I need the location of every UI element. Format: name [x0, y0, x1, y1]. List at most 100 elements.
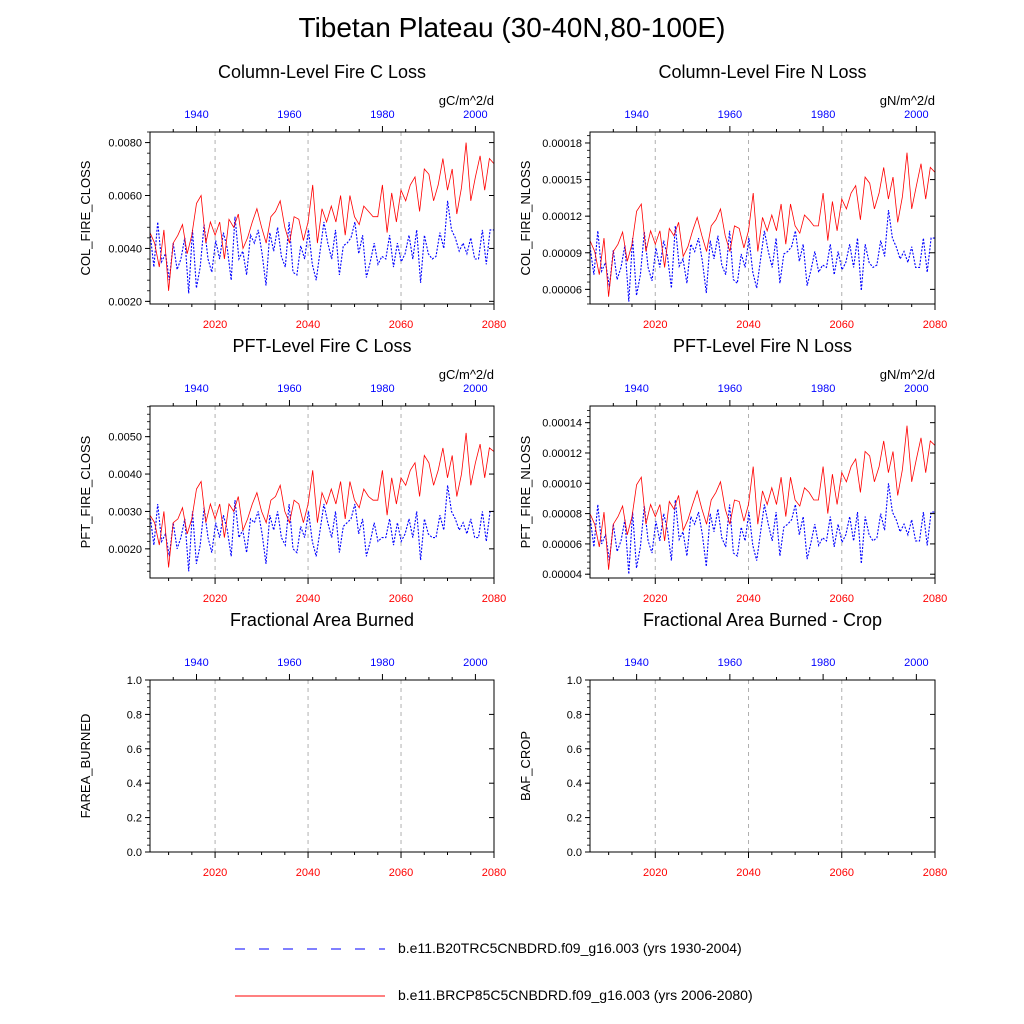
panel-6-xtick-label-bottom: 2060: [830, 867, 854, 879]
panel-3-xtick-label-bottom: 2060: [389, 593, 413, 605]
panel-6-xtick-label-top: 2000: [904, 657, 928, 669]
panel-1-xtick-label-bottom: 2060: [389, 319, 413, 331]
panel-6-ylabel: BAF_CROP: [518, 731, 533, 801]
panel-4-xtick-label-top: 1940: [624, 383, 648, 395]
figure-title: Tibetan Plateau (30-40N,80-100E): [298, 12, 726, 43]
panel-4-ytick-label: 0.00004: [542, 569, 582, 581]
panel-2-series-historical: [589, 210, 935, 302]
panel-4-ytick-label: 0.00006: [542, 539, 582, 551]
panel-2-xtick-label-top: 1980: [811, 109, 835, 121]
panel-1-ytick-label: 0.0020: [108, 296, 142, 308]
panel-4-xtick-label-top: 1980: [811, 383, 835, 395]
panel-4-ylabel: PFT_FIRE_NLOSS: [518, 435, 533, 548]
panel-5-ytick-label: 0.2: [127, 813, 142, 825]
legend-label-future: b.e11.BRCP85C5CNBDRD.f09_g16.003 (yrs 20…: [398, 987, 753, 1003]
panel-2-ytick-label: 0.00015: [542, 175, 582, 187]
panel-1-series-historical: [149, 200, 494, 294]
panel-4-units: gN/m^2/d: [880, 367, 935, 382]
panel-3-xtick-label-top: 1940: [184, 383, 208, 395]
panel-2-xtick-label-bottom: 2020: [643, 319, 667, 331]
panel-4-xtick-label-bottom: 2060: [830, 593, 854, 605]
panel-2-xtick-label-bottom: 2060: [830, 319, 854, 331]
panel-3-ytick-label: 0.0040: [108, 469, 142, 481]
panel-2-xtick-label-bottom: 2040: [736, 319, 760, 331]
panel-4-xtick-label-bottom: 2020: [643, 593, 667, 605]
panel-2-frame: [589, 131, 936, 305]
panel-5-xtick-label-bottom: 2020: [203, 867, 227, 879]
panel-3-xtick-label-top: 1980: [370, 383, 394, 395]
panel-6-ytick-label: 0.0: [567, 847, 582, 859]
panel-3-ytick-label: 0.0050: [108, 432, 142, 444]
panel-4-ytick-label: 0.00010: [542, 478, 582, 490]
panel-1-frame: [149, 131, 495, 305]
panel-3-series-future: [149, 432, 495, 568]
panel-6-xtick-label-bottom: 2080: [923, 867, 947, 879]
panel-3-xtick-label-bottom: 2040: [296, 593, 320, 605]
panel-1-xtick-label-bottom: 2020: [203, 319, 227, 331]
panel-6-xtick-label-top: 1980: [811, 657, 835, 669]
panel-4-ytick-label: 0.00008: [542, 509, 582, 521]
panel-3-units: gC/m^2/d: [439, 367, 494, 382]
panel-2-xtick-label-top: 1940: [624, 109, 648, 121]
panel-3-ytick-label: 0.0030: [108, 506, 142, 518]
panel-5-xtick-label-bottom: 2080: [482, 867, 506, 879]
panel-6-ytick-label: 0.8: [567, 709, 582, 721]
panel-3-xtick-label-top: 1960: [277, 383, 301, 395]
panel-5-ytick-label: 1.0: [127, 675, 142, 687]
panel-1-xtick-label-bottom: 2040: [296, 319, 320, 331]
panel-6-ytick-label: 0.4: [567, 778, 582, 790]
panel-5-xtick-label-top: 1980: [370, 657, 394, 669]
panel-1-xtick-label-bottom: 2080: [482, 319, 506, 331]
panel-4-ytick-label: 0.00014: [542, 418, 582, 430]
panel-5-ytick-label: 0.6: [127, 744, 142, 756]
panel-3-xtick-label-bottom: 2020: [203, 593, 227, 605]
panel-4-xtick-label-bottom: 2040: [736, 593, 760, 605]
panel-3-ytick-label: 0.0020: [108, 544, 142, 556]
panel-4-xtick-label-bottom: 2080: [923, 593, 947, 605]
panel-2-series-future: [589, 152, 936, 297]
panel-2-ylabel: COL_FIRE_NLOSS: [518, 160, 533, 275]
panel-2-ytick-label: 0.00018: [542, 138, 582, 150]
panel-2-xtick-label-top: 2000: [904, 109, 928, 121]
panel-1-xtick-label-top: 1980: [370, 109, 394, 121]
panel-4-title: PFT-Level Fire N Loss: [673, 336, 852, 356]
panel-6-frame: [589, 679, 936, 853]
panel-6-ytick-label: 0.2: [567, 813, 582, 825]
panel-1-xtick-label-top: 2000: [463, 109, 487, 121]
panel-5-xtick-label-bottom: 2060: [389, 867, 413, 879]
panel-6-xtick-label-top: 1960: [718, 657, 742, 669]
panel-1-series-future: [149, 142, 495, 291]
panel-1-units: gC/m^2/d: [439, 93, 494, 108]
panel-5-ytick-label: 0.0: [127, 847, 142, 859]
panel-1-ytick-label: 0.0080: [108, 138, 142, 150]
panel-6-xtick-label-top: 1940: [624, 657, 648, 669]
panel-5-ytick-label: 0.8: [127, 709, 142, 721]
panel-5-ylabel: FAREA_BURNED: [78, 714, 93, 819]
panel-4-series-historical: [589, 483, 935, 575]
panel-2-title: Column-Level Fire N Loss: [658, 62, 866, 82]
panel-4-frame: [589, 405, 936, 579]
panel-3-ylabel: PFT_FIRE_CLOSS: [78, 435, 93, 548]
panel-1-ytick-label: 0.0040: [108, 243, 142, 255]
panel-3-series-historical: [149, 485, 494, 572]
panel-3-xtick-label-top: 2000: [463, 383, 487, 395]
panel-2-ytick-label: 0.00009: [542, 248, 582, 260]
panel-2-xtick-label-bottom: 2080: [923, 319, 947, 331]
panel-4-xtick-label-top: 2000: [904, 383, 928, 395]
panel-6-ytick-label: 1.0: [567, 675, 582, 687]
panel-1-xtick-label-top: 1940: [184, 109, 208, 121]
panel-3-frame: [149, 405, 495, 579]
panel-5-title: Fractional Area Burned: [230, 610, 414, 630]
legend-label-historical: b.e11.B20TRC5CNBDRD.f09_g16.003 (yrs 193…: [398, 940, 742, 956]
panel-3-title: PFT-Level Fire C Loss: [232, 336, 411, 356]
panel-3-xtick-label-bottom: 2080: [482, 593, 506, 605]
panel-1-ylabel: COL_FIRE_CLOSS: [78, 160, 93, 275]
panel-6-ytick-label: 0.6: [567, 744, 582, 756]
panel-1-title: Column-Level Fire C Loss: [218, 62, 426, 82]
panel-5-xtick-label-top: 1960: [277, 657, 301, 669]
panel-2-units: gN/m^2/d: [880, 93, 935, 108]
panel-5-ytick-label: 0.4: [127, 778, 142, 790]
panel-6-xtick-label-bottom: 2020: [643, 867, 667, 879]
panel-2-ytick-label: 0.00006: [542, 284, 582, 296]
